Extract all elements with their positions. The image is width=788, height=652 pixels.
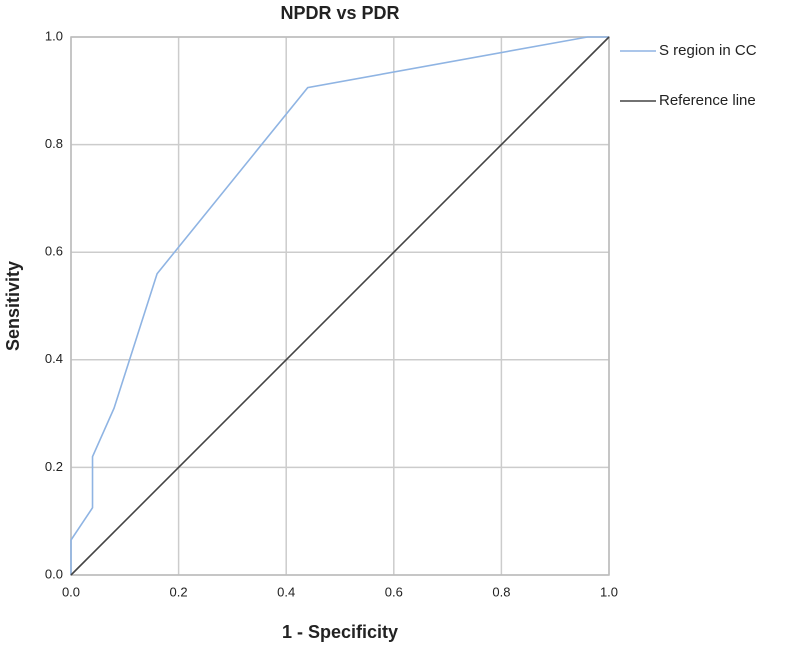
y-tick-label: 0.2 bbox=[45, 459, 63, 474]
x-tick-label: 0.8 bbox=[492, 584, 510, 599]
plot-frame bbox=[70, 36, 610, 576]
x-tick-label: 0.4 bbox=[277, 584, 295, 599]
chart-title: NPDR vs PDR bbox=[280, 3, 399, 23]
y-tick-label: 0.0 bbox=[45, 566, 63, 581]
y-axis-title: Sensitivity bbox=[3, 261, 23, 351]
y-tick-label: 1.0 bbox=[45, 28, 63, 43]
legend-label: Reference line bbox=[659, 92, 756, 109]
legend-label: S region in CC bbox=[659, 42, 757, 59]
x-tick-label: 0.2 bbox=[170, 584, 188, 599]
x-tick-label: 0.0 bbox=[62, 584, 80, 599]
x-axis-title: 1 - Specificity bbox=[282, 622, 398, 642]
y-tick-label: 0.4 bbox=[45, 351, 63, 366]
x-tick-label: 0.6 bbox=[385, 584, 403, 599]
x-tick-label: 1.0 bbox=[600, 584, 618, 599]
y-tick-label: 0.6 bbox=[45, 244, 63, 259]
y-tick-label: 0.8 bbox=[45, 136, 63, 151]
series-line bbox=[70, 36, 610, 576]
series-line bbox=[70, 36, 609, 575]
